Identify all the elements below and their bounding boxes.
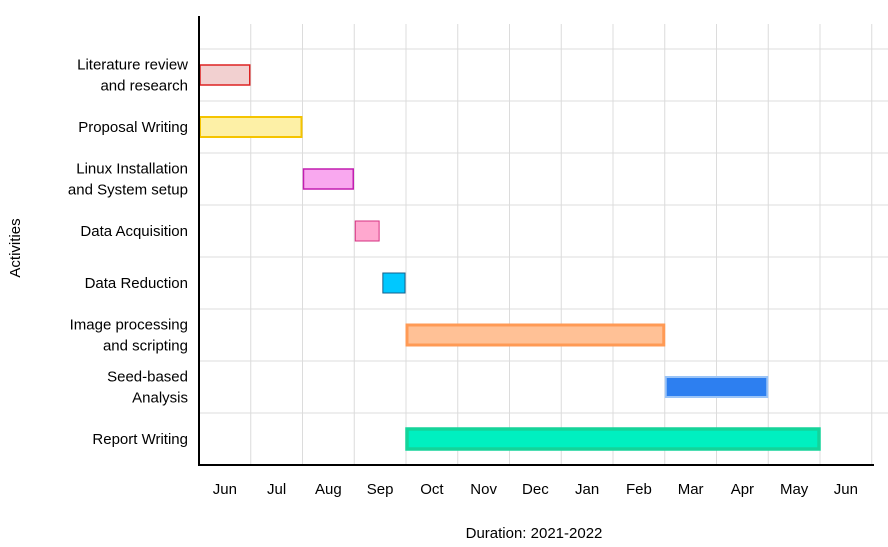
activity-label-line: Seed-based: [107, 369, 188, 386]
activity-label-line: Image processing: [70, 317, 188, 334]
x-tick-label: Sep: [367, 481, 394, 498]
activity-label-line: and scripting: [103, 338, 188, 355]
task-bar: [199, 116, 303, 138]
activity-label-line: Data Acquisition: [80, 223, 188, 240]
x-tick-label: Apr: [731, 481, 754, 498]
activity-label: Proposal Writing: [78, 119, 188, 136]
x-tick-label: Jan: [575, 481, 599, 498]
task-bar: [199, 64, 251, 86]
activity-label-line: and research: [100, 78, 188, 95]
x-tick-label: May: [780, 481, 809, 498]
activity-label-line: Analysis: [132, 390, 188, 407]
x-tick-label: Nov: [470, 481, 497, 498]
x-tick-label: Dec: [522, 481, 549, 498]
activity-label: Literature review and research: [77, 57, 188, 95]
x-tick-labels: Jun Jul Aug Sep Oct Nov Dec Jan Feb Mar Apr May Jun: [213, 481, 858, 498]
activity-label-line: Linux Installation: [76, 161, 188, 178]
task-bar: [405, 323, 666, 347]
x-tick-label: Feb: [626, 481, 652, 498]
grid-lines: [199, 24, 888, 465]
activity-label: Image processing and scripting: [70, 317, 188, 355]
activity-label-line: Literature review: [77, 57, 188, 74]
activity-label: Linux Installation and System setup: [68, 161, 188, 199]
task-bar: [354, 220, 380, 242]
task-bar: [405, 427, 821, 451]
x-tick-label: Aug: [315, 481, 342, 498]
x-tick-label: Jul: [267, 481, 286, 498]
x-tick-label: Jun: [213, 481, 237, 498]
activity-label-line: Proposal Writing: [78, 119, 188, 136]
task-bar: [302, 168, 354, 190]
activity-label-line: Report Writing: [92, 431, 188, 448]
x-axis-title: Duration: 2021-2022: [466, 525, 603, 542]
x-tick-label: Oct: [420, 481, 444, 498]
activity-label: Data Acquisition: [80, 223, 188, 240]
activity-label-line: and System setup: [68, 182, 188, 199]
task-bar: [382, 272, 406, 294]
activity-label: Report Writing: [92, 431, 188, 448]
activity-label: Data Reduction: [85, 275, 188, 292]
task-bar: [664, 376, 769, 398]
x-tick-label: Jun: [834, 481, 858, 498]
activity-labels: Literature review and research Proposal Wr…: [68, 57, 188, 449]
x-tick-label: Mar: [678, 481, 704, 498]
y-axis-title: Activities: [7, 218, 24, 277]
activity-label-line: Data Reduction: [85, 275, 188, 292]
activity-label: Seed-based Analysis: [107, 369, 188, 407]
